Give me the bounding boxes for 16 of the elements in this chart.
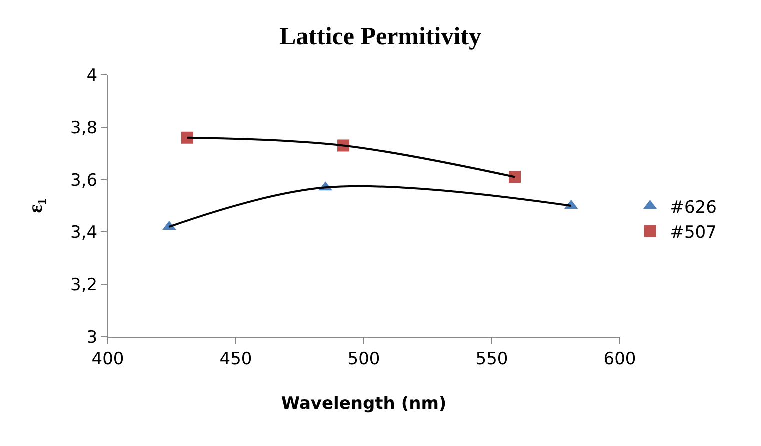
y-tick-label: 3 [86, 328, 98, 348]
x-tick-label: 500 [348, 349, 380, 370]
y-axis-title: ε₁ [25, 198, 48, 214]
x-tick-label: 400 [92, 349, 124, 370]
y-tick-label: 3,8 [70, 118, 98, 138]
x-tick-label: 450 [220, 349, 252, 370]
x-axis-title: Wavelength (nm) [281, 394, 447, 414]
x-tick-label: 600 [604, 349, 636, 370]
chart-title: Lattice Permitivity [280, 23, 482, 50]
x-tick-label: 550 [476, 349, 508, 370]
y-tick-label: 3,2 [70, 276, 98, 296]
legend-label: #626 [670, 198, 717, 218]
y-tick-label: 3,6 [70, 170, 98, 191]
y-tick-label: 4 [86, 66, 98, 86]
legend-label: #507 [670, 222, 717, 243]
y-tick-label: 3,4 [70, 223, 98, 244]
